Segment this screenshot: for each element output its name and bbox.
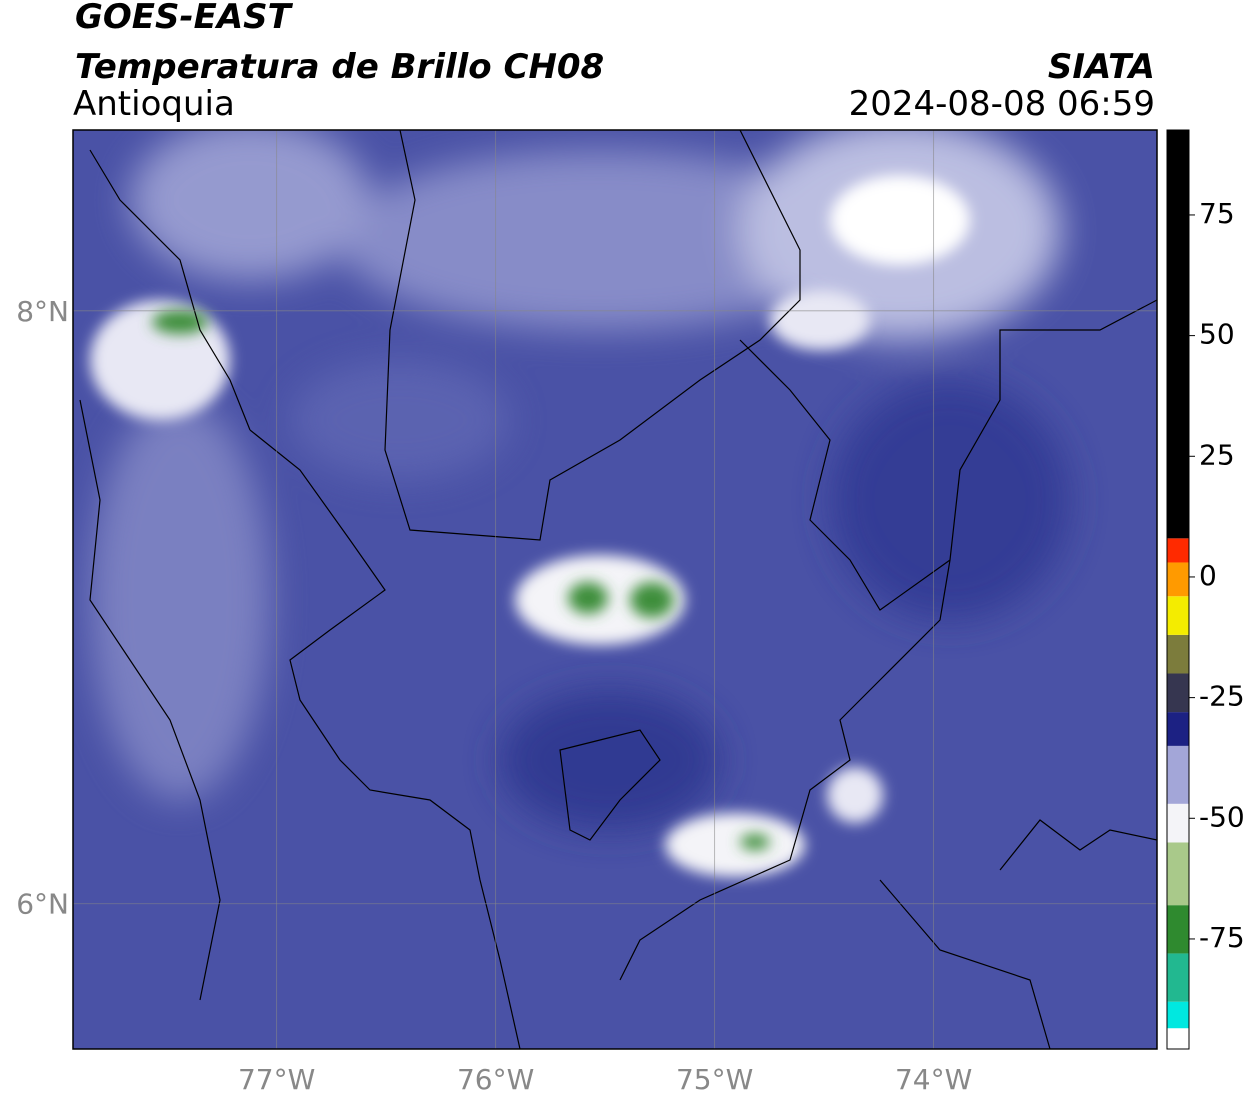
colorbar-tick-label: -75 (1199, 921, 1245, 954)
colorbar-segment (1167, 842, 1189, 906)
colorbar-segment (1167, 130, 1189, 539)
colorbar-segment (1167, 673, 1189, 713)
title: GOES-EAST (75, 0, 294, 37)
lon-tick-label: 76°W (457, 1063, 534, 1096)
lat-tick-label: 6°N (16, 888, 69, 921)
colorbar-segment (1167, 634, 1189, 674)
map-image (73, 130, 1157, 1049)
colorbar-tick-label: 50 (1199, 318, 1235, 351)
colorbar-tick-label: 25 (1199, 438, 1235, 471)
subtitle: Temperatura de Brillo CH08 (75, 47, 604, 87)
colorbar: -75 -50 -25 0 25 50 75 (1167, 130, 1245, 1049)
colorbar-segment (1167, 712, 1189, 746)
graticule: 77°W 76°W 75°W 74°W 6°N 8°N (16, 130, 1157, 1096)
lon-tick-label: 75°W (676, 1063, 753, 1096)
colorbar-frame (1166, 129, 1190, 1050)
colorbar-segment (1167, 538, 1189, 563)
colorbar-segment (1167, 562, 1189, 597)
colorbar-segment (1167, 596, 1189, 635)
colorbar-segment (1167, 745, 1189, 804)
source: SIATA (1048, 47, 1155, 87)
colorbar-segment (1167, 905, 1189, 954)
colorbar-segment (1167, 953, 1189, 1002)
lon-tick-label: 74°W (895, 1063, 972, 1096)
colorbar-segment (1167, 1001, 1189, 1029)
colorbar-tick-label: 75 (1199, 197, 1235, 230)
colorbar-segment (1167, 803, 1189, 843)
lat-tick-label: 8°N (16, 295, 69, 328)
colorbar-tick-label: -25 (1199, 680, 1245, 713)
lon-tick-label: 77°W (238, 1063, 315, 1096)
timestamp: 2024-08-08 06:59 (849, 84, 1155, 124)
colorbar-tick-label: 0 (1199, 559, 1217, 592)
map-frame (72, 129, 1158, 1050)
colorbar-tick-label: -50 (1199, 800, 1245, 833)
region: Antioquia (73, 84, 235, 124)
colorbar-segment (1167, 1028, 1189, 1049)
